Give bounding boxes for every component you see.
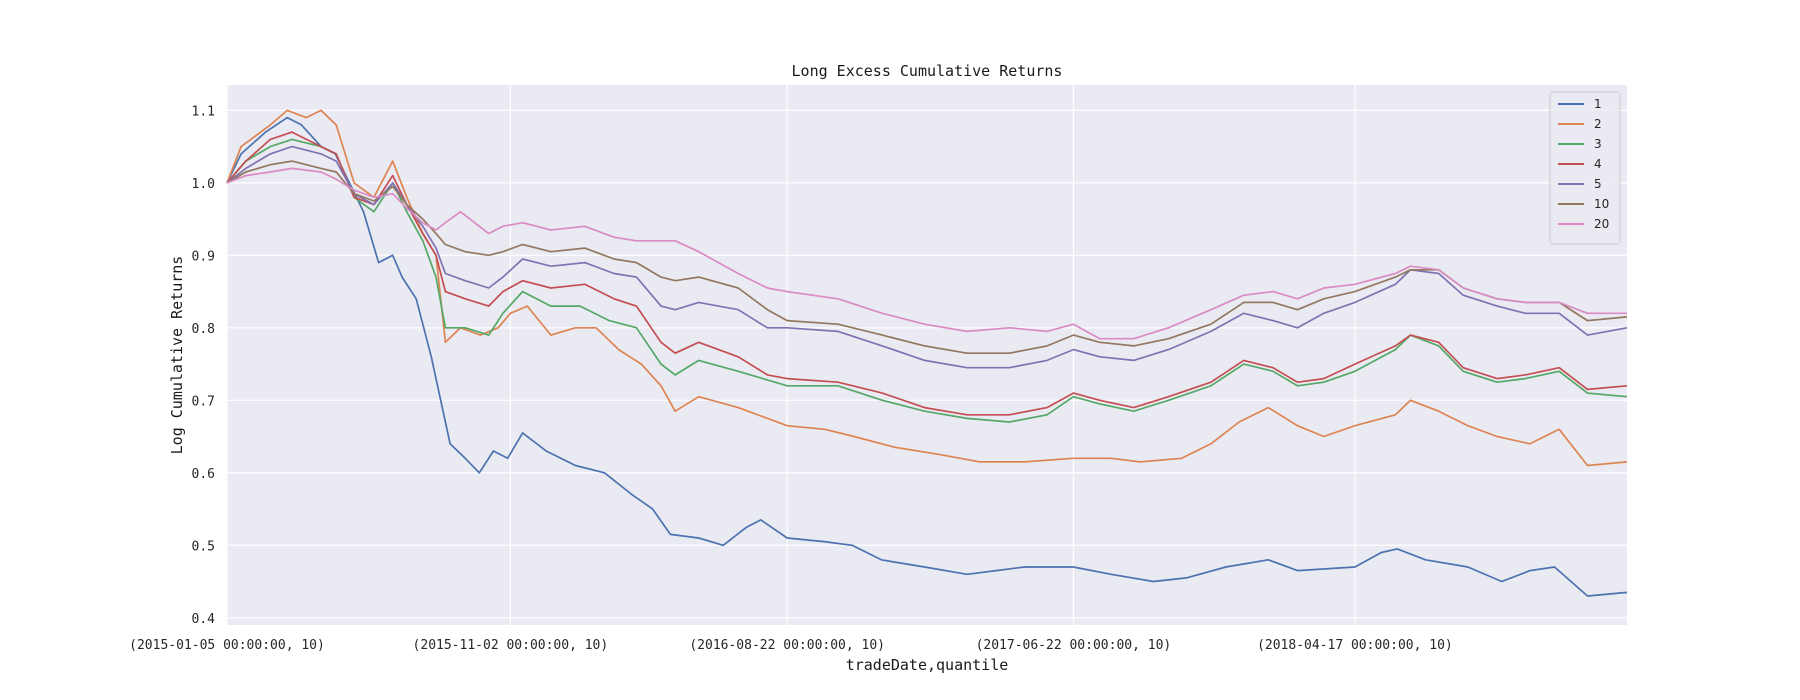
x-axis-ticks: (2015-01-05 00:00:00, 10) (2015-11-02 00:… (129, 638, 1453, 653)
series-lines (226, 109, 1628, 597)
legend-entry: 4 (1594, 157, 1602, 171)
y-tick-label: 0.9 (192, 249, 215, 264)
legend-entry: 10 (1594, 197, 1609, 211)
legend-entry: 20 (1594, 217, 1609, 231)
series-line-4 (226, 131, 1628, 416)
y-tick-label: 1.0 (192, 177, 215, 192)
series-line-10 (226, 160, 1628, 355)
legend-entry: 1 (1594, 97, 1602, 111)
y-axis-ticks: 0.4 0.5 0.6 0.7 0.8 0.9 1.0 1.1 (192, 104, 216, 626)
legend-frame (1549, 91, 1621, 245)
plot-area (227, 85, 1627, 625)
x-tick-label: (2018-04-17 00:00:00, 10) (1257, 638, 1453, 653)
x-tick-label: (2015-01-05 00:00:00, 10) (129, 638, 325, 653)
series-line-5 (226, 145, 1628, 369)
y-tick-label: 0.6 (192, 467, 215, 482)
x-axis-label: tradeDate,quantile (846, 656, 1009, 674)
y-tick-label: 0.4 (192, 612, 216, 627)
legend-entry: 5 (1594, 177, 1602, 191)
grid-lines (226, 85, 1627, 625)
series-line-20 (226, 167, 1627, 340)
y-tick-label: 1.1 (192, 104, 215, 119)
legend-entry: 3 (1594, 137, 1602, 151)
x-tick-label: (2015-11-02 00:00:00, 10) (413, 638, 609, 653)
x-tick-label: (2017-06-22 00:00:00, 10) (976, 638, 1172, 653)
y-tick-label: 0.8 (192, 322, 215, 337)
chart-title: Long Excess Cumulative Returns (792, 62, 1063, 80)
y-tick-label: 0.5 (192, 539, 215, 554)
legend: 1 2 3 4 5 10 20 (1549, 91, 1621, 245)
series-line-1 (226, 116, 1628, 597)
y-tick-label: 0.7 (192, 394, 215, 409)
legend-entry: 2 (1594, 117, 1602, 131)
series-line-2 (226, 109, 1628, 467)
y-axis-label: Log Cumulative Returns (168, 256, 186, 455)
x-tick-label: (2016-08-22 00:00:00, 10) (689, 638, 885, 653)
